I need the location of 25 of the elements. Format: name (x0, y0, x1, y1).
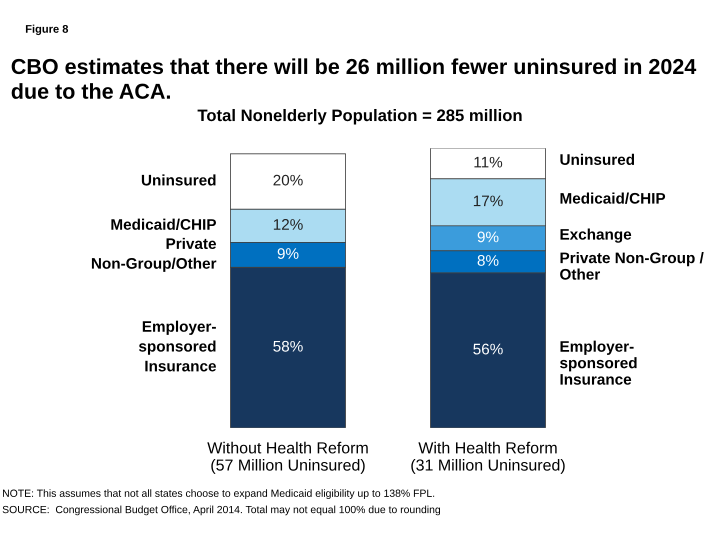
data-label: 9% (278, 248, 298, 259)
data-label: 11% (474, 156, 502, 168)
series-label: Uninsured (560, 154, 634, 165)
data-label: 12% (274, 219, 303, 230)
annotation: Medicaid/CHIP (111, 218, 216, 230)
data-label: 56% (473, 344, 503, 354)
chart-title: CBO estimates that there will be 26 million fewer uninsured in 2024 due to the ACA. (12, 58, 696, 99)
annotation: Uninsured (142, 174, 216, 186)
x-tick-label: Without Health Reform (57 Million Uninsured) (207, 442, 368, 474)
text: NOTE: This assumes that not all states choose to expand Medicaid eligibility up to 138% FPL. (3, 489, 434, 499)
series-label: Medicaid/CHIP (560, 192, 666, 204)
source-note: SOURCE: Congressional Budget Office, April 2014. Total may not equal 100% due to rounding (2, 506, 440, 516)
chart-subtitle: Total Nonelderly Population = 285 million (198, 108, 522, 125)
data-label: 8% (478, 255, 498, 266)
data-label: 58% (273, 340, 303, 352)
data-label: 9% (478, 232, 498, 242)
annotation: Private Non-Group/Other (92, 238, 216, 272)
annotation: Employer- sponsored Insurance (138, 320, 216, 372)
data-label: 20% (273, 174, 303, 186)
x-tick-label: With Health Reform (31 Million Uninsured) (411, 442, 565, 474)
series-label: Employer- sponsored Insurance (560, 340, 637, 385)
caption: Figure 8 (26, 24, 68, 36)
series-label: Private Non-Group / Other (560, 252, 704, 280)
series-label: Exchange (560, 228, 632, 243)
data-label: 17% (474, 196, 503, 206)
